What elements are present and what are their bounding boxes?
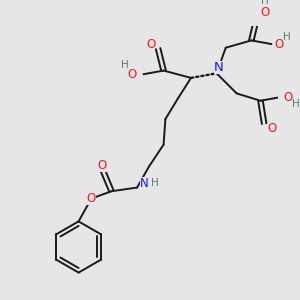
Text: N: N xyxy=(140,176,149,190)
Text: H: H xyxy=(121,60,129,70)
Text: O: O xyxy=(98,159,107,172)
Text: O: O xyxy=(260,7,270,20)
Text: O: O xyxy=(127,68,136,81)
Text: O: O xyxy=(274,38,283,51)
Text: O: O xyxy=(87,192,96,205)
Text: O: O xyxy=(283,91,292,103)
Text: O: O xyxy=(268,122,277,135)
Text: H: H xyxy=(261,0,269,6)
Text: N: N xyxy=(214,61,223,74)
Text: H: H xyxy=(292,99,300,110)
Text: H: H xyxy=(283,32,291,42)
Text: H: H xyxy=(151,178,158,188)
Text: O: O xyxy=(146,38,155,51)
